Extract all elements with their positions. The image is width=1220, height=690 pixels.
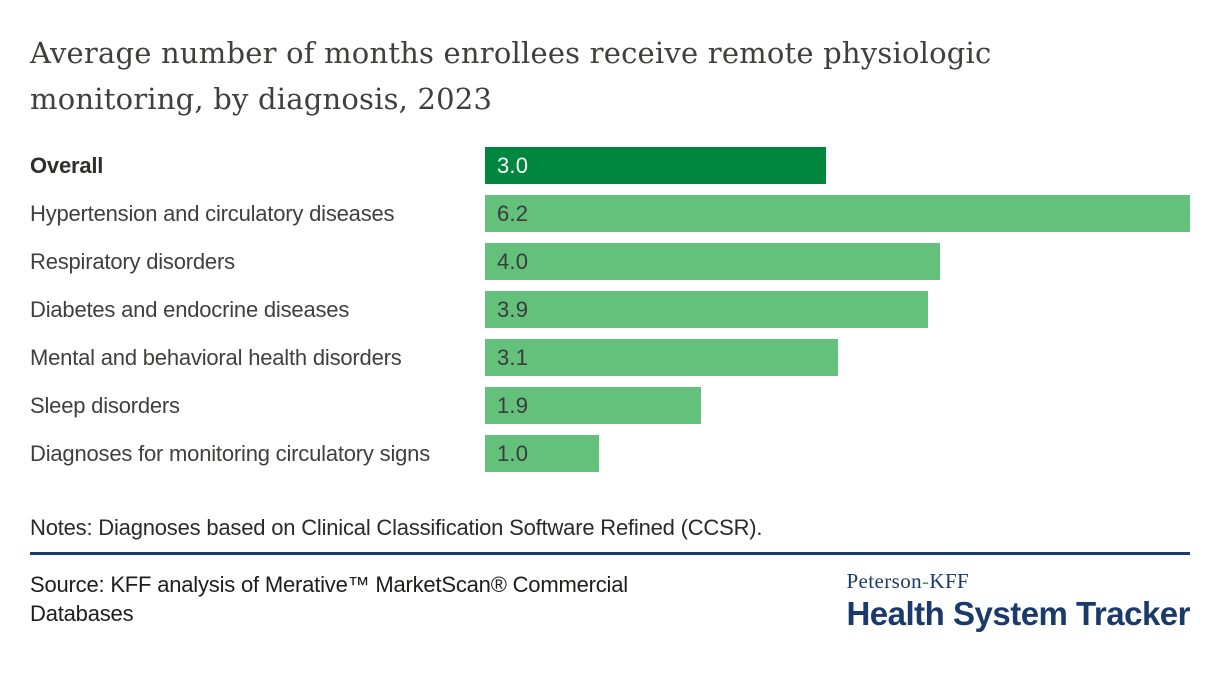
bar-track: 4.0 <box>485 243 1190 280</box>
bar-chart: Overall 3.0 Hypertension and circulatory… <box>30 147 1190 472</box>
bar-value-label: 6.2 <box>497 200 529 226</box>
footer: Source: KFF analysis of Merative™ Market… <box>30 570 1190 632</box>
bar-track: 6.2 <box>485 195 1190 232</box>
bar-value-label: 3.0 <box>497 152 529 178</box>
notes-text: Notes: Diagnoses based on Clinical Class… <box>30 515 763 540</box>
bar-track: 1.9 <box>485 387 1190 424</box>
chart-title: Average number of months enrollees recei… <box>30 36 992 116</box>
category-label: Diabetes and endocrine diseases <box>30 296 350 322</box>
category-label: Hypertension and circulatory diseases <box>30 200 395 226</box>
bar-track: 3.9 <box>485 291 1190 328</box>
bar-value-label: 3.9 <box>497 296 529 322</box>
source-text: Source: KFF analysis of Merative™ Market… <box>30 572 628 626</box>
category-label: Diagnoses for monitoring circulatory sig… <box>30 440 430 466</box>
bar: 1.9 <box>485 387 702 424</box>
logo-peterson: Peterson <box>846 569 922 593</box>
bar-value-label: 1.9 <box>497 392 529 418</box>
chart-row: Respiratory disorders 4.0 <box>30 243 1190 280</box>
brand-logo: Peterson-KFF Health System Tracker <box>846 570 1190 632</box>
bar: 1.0 <box>485 435 599 472</box>
logo-hyphen: - <box>922 569 930 593</box>
category-label: Sleep disorders <box>30 392 180 418</box>
logo-kff: KFF <box>929 569 970 593</box>
divider-rule <box>30 552 1190 555</box>
brand-logo-top: Peterson-KFF <box>846 570 1190 593</box>
bar: 4.0 <box>485 243 940 280</box>
chart-row: Diabetes and endocrine diseases 3.9 <box>30 291 1190 328</box>
bar-track: 1.0 <box>485 435 1190 472</box>
chart-row: Diagnoses for monitoring circulatory sig… <box>30 435 1190 472</box>
bar: 3.1 <box>485 339 838 376</box>
bar: 3.9 <box>485 291 929 328</box>
category-label: Mental and behavioral health disorders <box>30 344 402 370</box>
chart-row: Sleep disorders 1.9 <box>30 387 1190 424</box>
category-label: Respiratory disorders <box>30 248 235 274</box>
bar-value-label: 3.1 <box>497 344 529 370</box>
bar-value-label: 4.0 <box>497 248 529 274</box>
bar: 6.2 <box>485 195 1190 232</box>
bar-value-label: 1.0 <box>497 440 529 466</box>
bar-track: 3.0 <box>485 147 1190 184</box>
category-label: Overall <box>30 152 104 178</box>
chart-row: Mental and behavioral health disorders 3… <box>30 339 1190 376</box>
bar: 3.0 <box>485 147 827 184</box>
chart-row: Hypertension and circulatory diseases 6.… <box>30 195 1190 232</box>
chart-row: Overall 3.0 <box>30 147 1190 184</box>
bar-track: 3.1 <box>485 339 1190 376</box>
brand-logo-name: Health System Tracker <box>846 595 1190 632</box>
